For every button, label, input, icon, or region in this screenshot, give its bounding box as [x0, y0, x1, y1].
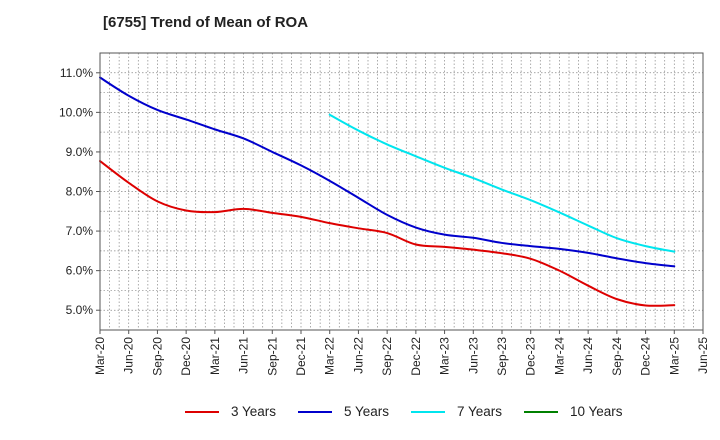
x-tick-label: Jun-25 — [696, 337, 710, 374]
legend-swatch — [411, 410, 445, 413]
x-tick-label: Jun-22 — [351, 337, 365, 374]
x-tick-label: Dec-21 — [294, 337, 308, 376]
x-tick-label: Jun-20 — [122, 337, 136, 374]
x-tick-label: Jun-23 — [466, 337, 480, 374]
y-tick-label: 5.0% — [66, 303, 94, 317]
x-tick-label: Sep-20 — [150, 337, 164, 376]
x-tick-label: Jun-24 — [581, 337, 595, 374]
y-tick-label: 7.0% — [66, 224, 94, 238]
legend-item-5-years: 5 Years — [298, 404, 389, 419]
legend-swatch — [524, 410, 558, 413]
series-line-7-years — [328, 113, 676, 253]
legend-label: 5 Years — [344, 404, 390, 419]
x-tick-label: Mar-25 — [667, 337, 681, 375]
x-tick-label: Mar-24 — [552, 337, 566, 375]
legend-label: 3 Years — [231, 404, 277, 419]
grid-layer — [100, 52, 703, 331]
legend-item-7-years: 7 Years — [411, 404, 502, 419]
y-tick-label: 10.0% — [59, 105, 93, 119]
y-tick-label: 11.0% — [60, 66, 93, 80]
x-tick-label: Dec-23 — [524, 337, 538, 376]
legend-label: 10 Years — [570, 404, 623, 419]
x-tick-label: Dec-20 — [179, 337, 193, 376]
x-tick-label: Sep-22 — [380, 337, 394, 376]
x-tick-label: Sep-23 — [495, 337, 509, 376]
series-line-5-years — [99, 76, 676, 268]
y-tick-label: 6.0% — [66, 264, 94, 278]
legend-item-3-years: 3 Years — [185, 404, 276, 419]
x-axis-ticks: Mar-20 Jun-20 Sep-20 Dec-20 Mar-21 Jun-21 Sep-… — [93, 330, 710, 376]
x-tick-label: Mar-20 — [93, 337, 107, 375]
x-tick-label: Dec-24 — [639, 337, 653, 376]
y-tick-label: 9.0% — [66, 145, 94, 159]
legend-item-10-years: 10 Years — [524, 404, 623, 419]
series-layer — [99, 76, 676, 307]
x-tick-label: Sep-24 — [610, 337, 624, 376]
legend: 3 Years 5 Years 7 Years 10 Years — [0, 404, 720, 426]
legend-label: 7 Years — [457, 404, 503, 419]
x-tick-label: Mar-23 — [438, 337, 452, 375]
y-tick-label: 8.0% — [66, 185, 94, 199]
chart-title: [6755] Trend of Mean of ROA — [103, 14, 309, 31]
x-tick-label: Sep-21 — [265, 337, 279, 376]
x-tick-label: Jun-21 — [237, 337, 251, 374]
x-tick-label: Mar-21 — [208, 337, 222, 375]
legend-swatch — [298, 410, 332, 413]
x-tick-label: Dec-22 — [409, 337, 423, 376]
x-tick-label: Mar-22 — [323, 337, 337, 375]
legend-swatch — [185, 410, 219, 413]
y-axis-ticks: 5.0% 6.0% 7.0% 8.0% 9.0% 10.0% 11.0% — [59, 66, 100, 317]
series-line-3-years — [99, 160, 676, 307]
